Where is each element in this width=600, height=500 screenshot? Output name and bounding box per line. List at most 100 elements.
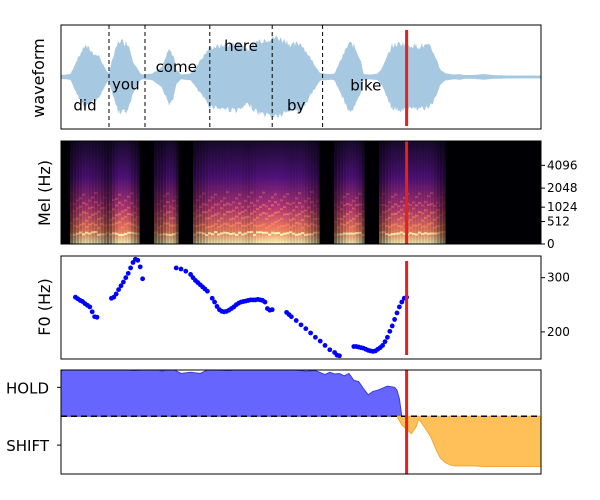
mel-harmonic (346, 221, 350, 224)
mel-harmonic (253, 204, 257, 207)
mel-harmonic (244, 199, 248, 202)
mel-harmonic (118, 193, 122, 196)
mel-harmonic (76, 199, 80, 202)
mel-column (130, 141, 134, 244)
mel-harmonic (172, 207, 176, 210)
f0-panel: F0 (Hz) 200 300 (35, 255, 570, 360)
mel-harmonic (379, 204, 383, 207)
mel-harmonic (382, 211, 386, 214)
mel-harmonic (223, 204, 227, 207)
mel-harmonic (106, 191, 110, 194)
mel-harmonic (235, 206, 239, 209)
mel-harmonic (268, 233, 272, 236)
f0-point (298, 322, 304, 328)
mel-column (412, 141, 416, 244)
mel-column (286, 141, 290, 244)
mel-harmonic (250, 212, 254, 215)
mel-harmonic (403, 204, 407, 207)
mel-harmonic (157, 203, 161, 206)
mel-harmonic (352, 207, 356, 210)
mel-harmonic (334, 221, 338, 224)
mel-harmonic (292, 209, 296, 212)
mel-harmonic (424, 225, 428, 228)
mel-harmonic (259, 213, 263, 216)
mel-harmonic (115, 214, 119, 217)
mel-harmonic (130, 231, 134, 234)
mel-column (124, 141, 128, 244)
mel-harmonic (433, 226, 437, 229)
mel-column (280, 141, 284, 244)
mel-harmonic (79, 213, 83, 216)
mel-harmonic (163, 233, 167, 236)
f0-frame (60, 255, 542, 360)
mel-harmonic (385, 205, 389, 208)
mel-harmonic (337, 205, 341, 208)
mel-harmonic (286, 193, 290, 196)
mel-harmonic (310, 191, 314, 194)
mel-harmonic (115, 222, 119, 225)
mel-harmonic (298, 213, 302, 216)
mel-harmonic (103, 233, 107, 236)
mel-harmonic (382, 231, 386, 234)
mel-harmonic (412, 224, 416, 227)
mel-harmonic (97, 233, 101, 236)
mel-harmonic (154, 192, 158, 195)
mel-column (424, 141, 428, 244)
mel-harmonic (172, 224, 176, 227)
mel-column (340, 141, 344, 244)
mel-harmonic (94, 192, 98, 195)
mel-harmonic (286, 223, 290, 226)
mel-harmonic (91, 213, 95, 216)
mel-harmonic (298, 192, 302, 195)
mel-harmonic (238, 193, 242, 196)
mel-spectrogram (61, 141, 541, 244)
mel-harmonic (349, 210, 353, 213)
word-label-here: here (224, 37, 258, 55)
mel-harmonic (382, 192, 386, 195)
mel-harmonic (70, 233, 74, 236)
mel-harmonic (250, 222, 254, 225)
mel-harmonic (439, 204, 443, 207)
mel-harmonic (394, 232, 398, 235)
mel-harmonic (121, 226, 125, 229)
mel-column (388, 141, 392, 244)
mel-harmonic (103, 224, 107, 227)
f0-point (308, 330, 313, 336)
mel-column (115, 141, 119, 244)
mel-harmonic (277, 226, 281, 229)
f0-point (116, 287, 121, 293)
mel-harmonic (397, 225, 401, 228)
mel-harmonic (295, 214, 299, 217)
f0-point (123, 275, 129, 281)
mel-harmonic (127, 222, 131, 225)
mel-harmonic (427, 215, 431, 218)
mel-harmonic (154, 203, 158, 206)
mel-harmonic (202, 192, 206, 195)
mel-harmonic (124, 223, 128, 226)
mel-harmonic (259, 224, 263, 227)
mel-harmonic (226, 223, 230, 226)
mel-harmonic (238, 222, 242, 225)
mel-harmonic (103, 206, 107, 209)
mel-harmonic (424, 200, 428, 203)
mel-harmonic (214, 231, 218, 234)
mel-column (94, 141, 98, 244)
mel-harmonic (316, 231, 320, 234)
mel-harmonic (124, 199, 128, 202)
mel-harmonic (391, 205, 395, 208)
mel-harmonic (223, 197, 227, 200)
mel-harmonic (355, 204, 359, 207)
mel-harmonic (193, 217, 197, 220)
mel-harmonic (268, 200, 272, 203)
mel-harmonic (436, 209, 440, 212)
mel-harmonic (295, 222, 299, 225)
mel-column (355, 141, 359, 244)
mel-harmonic (409, 232, 413, 235)
mel-harmonic (160, 225, 164, 228)
mel-harmonic (169, 205, 173, 208)
mel-harmonic (439, 224, 443, 227)
mel-harmonic (163, 213, 167, 216)
mel-harmonic (391, 233, 395, 236)
mel-harmonic (88, 207, 92, 210)
mel-harmonic (211, 224, 215, 227)
